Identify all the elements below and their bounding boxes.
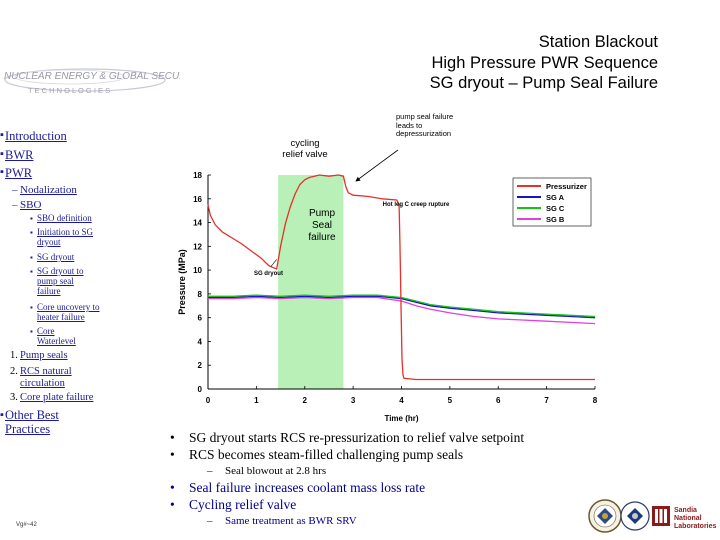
nav-sg-dryout[interactable]: SG dryout: [37, 252, 75, 262]
sg-dryout-pointer: [270, 259, 277, 267]
bullet-cycling-relief: Cycling relief valve: [189, 497, 297, 512]
y-tick-label: 0: [198, 385, 203, 394]
nav-core-uncovery[interactable]: Core uncovery to heater failure: [37, 302, 100, 322]
x-tick-label: 6: [496, 396, 501, 405]
series-line-pressurizer: [207, 174, 595, 381]
annotation-cycling-relief-valve: cycling relief valve: [282, 138, 328, 160]
nuclear-energy-logo: NUCLEAR ENERGY & GLOBAL SECURITY T E C H…: [4, 68, 180, 95]
bullet-marker: ▪: [30, 228, 33, 237]
x-tick-label: 2: [303, 396, 308, 405]
nav-sbo-definition[interactable]: SBO definition: [37, 213, 92, 223]
x-tick-label: 4: [399, 396, 404, 405]
nav-core-waterlevel[interactable]: Core Waterlevel: [37, 326, 76, 346]
sub-bullet-bwr-srv: Same treatment as BWR SRV: [225, 515, 357, 527]
sandia-name-1: Sandia: [674, 507, 697, 514]
bullet-marker: ▪: [0, 409, 4, 421]
legend-label: SG B: [546, 215, 565, 224]
dash-marker: –: [12, 199, 18, 211]
chart-legend: Pressurizer SG A SG C SG B: [512, 177, 592, 227]
nav-nodalization[interactable]: Nodalization: [20, 184, 77, 196]
bullet-marker: ▪: [30, 327, 33, 336]
y-tick-label: 18: [193, 171, 202, 180]
nav-core-plate-failure[interactable]: Core plate failure: [20, 392, 94, 403]
bullet-seal-failure: Seal failure increases coolant mass loss…: [189, 480, 426, 495]
dash-marker: –: [207, 515, 213, 527]
legend-label: SG A: [546, 193, 565, 202]
y-tick-label: 4: [198, 337, 203, 346]
title-line-3: SG dryout – Pump Seal Failure: [429, 74, 658, 92]
bullet-marker: •: [170, 447, 175, 462]
bullet-rcs-steam: RCS becomes steam-filled challenging pum…: [189, 447, 464, 462]
nav-other-best-practices[interactable]: Other Best Practices: [5, 408, 59, 436]
nav-initiation-sg-dryout[interactable]: Initiation to SG dryout: [37, 227, 93, 247]
x-tick-label: 5: [448, 396, 453, 405]
legend-label: SG C: [546, 204, 565, 213]
logo-subtext: T E C H N O L O G I E S: [28, 86, 110, 95]
legend-label: Pressurizer: [546, 182, 587, 191]
y-tick-label: 16: [193, 195, 202, 204]
series-line-sg-a: [208, 295, 596, 319]
bullet-marker: ▪: [30, 214, 33, 223]
nav-pwr[interactable]: PWR: [5, 166, 33, 180]
bullet-marker: ▪: [30, 267, 33, 276]
y-tick-label: 10: [193, 266, 202, 275]
dash-marker: –: [207, 465, 213, 477]
chart-annotation: SG dryout: [254, 271, 283, 277]
y-axis-label: Pressure (MPa): [177, 249, 187, 315]
bullet-marker: ▪: [0, 129, 4, 141]
page-number: Vg#~42: [16, 522, 37, 528]
slide-title: Station Blackout High Pressure PWR Seque…: [430, 32, 658, 94]
title-line-1: Station Blackout: [538, 33, 658, 51]
y-tick-label: 8: [198, 290, 203, 299]
nav-introduction[interactable]: Introduction: [5, 129, 67, 143]
doe-seal-icon: [588, 499, 622, 533]
nav-sg-dryout-pump-seal[interactable]: SG dryout to pump seal failure: [37, 266, 84, 296]
bullet-sg-dryout: SG dryout starts RCS re-pressurization t…: [189, 430, 525, 445]
item-number-1: 1.: [10, 350, 18, 361]
series-line-sg-c: [208, 294, 596, 318]
x-axis-label: Time (hr): [384, 414, 418, 423]
series-line-sg-b: [208, 296, 596, 325]
y-tick-label: 12: [193, 242, 202, 251]
dash-marker: –: [12, 184, 18, 196]
x-tick-label: 7: [544, 396, 549, 405]
title-line-2: High Pressure PWR Sequence: [431, 53, 658, 72]
y-tick-label: 14: [193, 219, 202, 228]
y-tick-label: 2: [198, 361, 203, 370]
bullet-marker: •: [170, 497, 175, 512]
x-tick-label: 0: [206, 396, 211, 405]
y-tick-label: 6: [198, 314, 203, 323]
bullet-marker: ▪: [0, 166, 4, 178]
bullet-marker: •: [170, 430, 175, 445]
bullet-marker: ▪: [30, 253, 33, 262]
x-tick-label: 1: [254, 396, 259, 405]
bullet-marker: ▪: [0, 148, 4, 160]
logo-text: NUCLEAR ENERGY & GLOBAL SECURITY: [4, 71, 180, 82]
nav-bwr[interactable]: BWR: [5, 148, 34, 162]
nav-pump-seals[interactable]: Pump seals: [20, 350, 68, 361]
item-number-2: 2.: [10, 366, 18, 377]
annotation-seal-depressurization: pump seal failure leads to depressurizat…: [396, 112, 454, 138]
nav-rcs-natural-circulation[interactable]: RCS natural circulation: [20, 366, 72, 389]
nnsa-seal-icon: [620, 501, 650, 531]
sub-bullet-seal-blowout: Seal blowout at 2.8 hrs: [225, 465, 327, 477]
chart-annotation: Hot leg C creep rupture: [383, 202, 450, 208]
nav-sbo[interactable]: SBO: [20, 199, 42, 211]
bullet-marker: ▪: [30, 303, 33, 312]
x-tick-label: 8: [593, 396, 598, 405]
x-tick-label: 3: [351, 396, 356, 405]
bullet-marker: •: [170, 480, 175, 495]
sandia-name-2: National: [674, 515, 702, 522]
item-number-3: 3.: [10, 392, 18, 403]
annotation-pump-seal-failure: Pump Seal failure: [308, 208, 336, 243]
sandia-thunderbird-icon: [652, 506, 670, 526]
sandia-name-3: Laboratories: [674, 523, 717, 530]
footer-logos: Sandia National Laboratories: [588, 499, 717, 533]
